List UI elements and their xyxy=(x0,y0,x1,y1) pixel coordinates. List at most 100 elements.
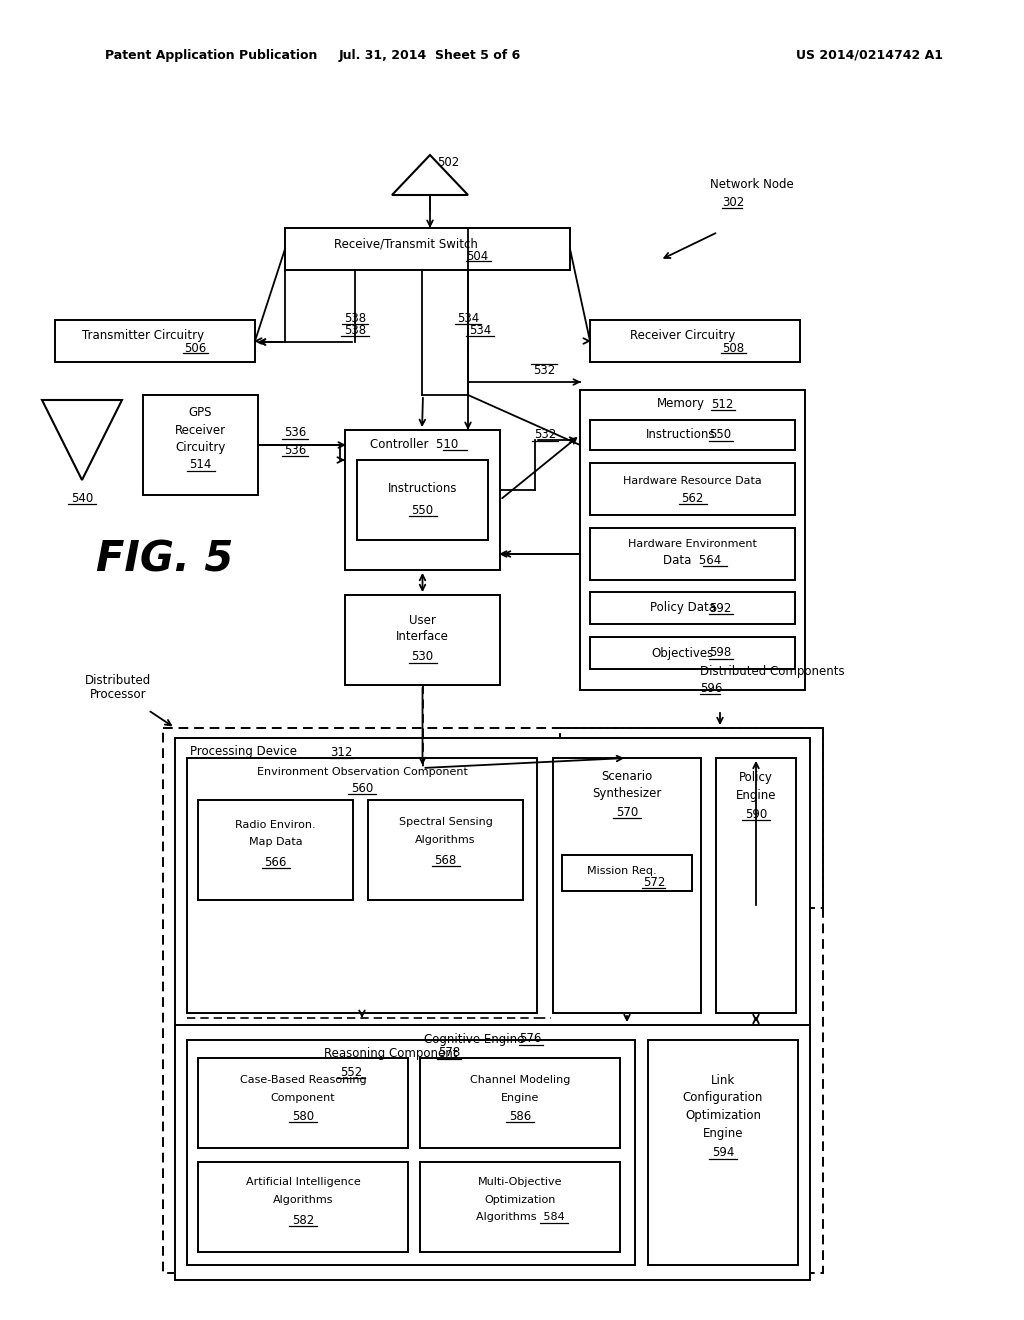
Text: 502: 502 xyxy=(437,157,459,169)
Text: 538: 538 xyxy=(344,323,366,337)
Text: 536: 536 xyxy=(284,426,306,440)
Bar xyxy=(590,319,800,362)
Text: 506: 506 xyxy=(184,342,206,355)
Text: 508: 508 xyxy=(722,342,744,355)
Text: 550: 550 xyxy=(710,429,731,441)
Text: Mission Req.: Mission Req. xyxy=(587,866,656,876)
Bar xyxy=(345,430,500,570)
Text: Policy Data: Policy Data xyxy=(649,602,716,615)
Text: Scenario: Scenario xyxy=(601,770,652,783)
Text: Policy: Policy xyxy=(739,771,773,784)
Text: Artificial Intelligence: Artificial Intelligence xyxy=(246,1177,360,1187)
Text: Radio Environ.: Radio Environ. xyxy=(236,820,315,830)
Text: GPS: GPS xyxy=(188,407,212,420)
Text: 538: 538 xyxy=(344,312,366,325)
Bar xyxy=(553,758,701,1012)
Text: Network Node: Network Node xyxy=(710,178,794,191)
Bar xyxy=(187,1040,635,1265)
Text: Distributed: Distributed xyxy=(85,673,152,686)
Text: Spectral Sensing: Spectral Sensing xyxy=(398,817,493,828)
Text: Multi-Objective: Multi-Objective xyxy=(478,1177,562,1187)
Text: Optimization: Optimization xyxy=(484,1195,556,1205)
Text: Objectives: Objectives xyxy=(651,647,714,660)
Text: 536: 536 xyxy=(284,444,306,457)
Bar xyxy=(368,800,523,900)
Bar xyxy=(285,228,570,271)
Text: Cognitive Engine: Cognitive Engine xyxy=(424,1032,524,1045)
Text: 578: 578 xyxy=(438,1047,460,1060)
Text: 582: 582 xyxy=(292,1213,314,1226)
Text: Component: Component xyxy=(270,1093,335,1104)
Text: 532: 532 xyxy=(534,429,556,441)
Text: 566: 566 xyxy=(264,855,287,869)
Text: 540: 540 xyxy=(71,491,93,504)
Text: Synthesizer: Synthesizer xyxy=(592,787,662,800)
Text: Processor: Processor xyxy=(90,689,146,701)
Text: 568: 568 xyxy=(434,854,457,866)
Text: Link: Link xyxy=(711,1073,735,1086)
Text: 560: 560 xyxy=(351,781,373,795)
Text: Instructions: Instructions xyxy=(646,429,715,441)
Bar xyxy=(357,459,488,540)
Bar xyxy=(175,1026,810,1280)
Text: Distributed Components: Distributed Components xyxy=(700,665,845,678)
Text: Algorithms  584: Algorithms 584 xyxy=(475,1212,564,1222)
Bar xyxy=(187,758,537,1012)
Text: 550: 550 xyxy=(412,503,433,516)
Text: Configuration: Configuration xyxy=(683,1092,763,1105)
Text: Algorithms: Algorithms xyxy=(272,1195,333,1205)
Bar xyxy=(420,1162,620,1251)
Text: FIG. 5: FIG. 5 xyxy=(96,539,233,581)
Bar xyxy=(560,729,823,908)
Text: Receive/Transmit Switch: Receive/Transmit Switch xyxy=(334,238,477,251)
Text: 312: 312 xyxy=(330,746,352,759)
Bar xyxy=(590,420,795,450)
Text: Hardware Resource Data: Hardware Resource Data xyxy=(624,477,762,486)
Bar xyxy=(716,758,796,1012)
Text: Algorithms: Algorithms xyxy=(416,836,476,845)
Text: 514: 514 xyxy=(189,458,212,471)
Bar xyxy=(590,591,795,624)
Text: 534: 534 xyxy=(457,312,479,325)
Text: Receiver: Receiver xyxy=(175,424,226,437)
Text: 590: 590 xyxy=(744,808,767,821)
Bar xyxy=(198,1162,408,1251)
Text: Interface: Interface xyxy=(396,631,449,644)
Text: 530: 530 xyxy=(412,651,433,664)
Text: 596: 596 xyxy=(700,681,722,694)
Text: 532: 532 xyxy=(532,363,555,376)
Bar xyxy=(345,595,500,685)
Bar xyxy=(590,463,795,515)
Text: Optimization: Optimization xyxy=(685,1110,761,1122)
Text: 512: 512 xyxy=(712,397,733,411)
Text: 586: 586 xyxy=(509,1110,531,1122)
Text: Transmitter Circuitry: Transmitter Circuitry xyxy=(82,330,204,342)
Bar xyxy=(143,395,258,495)
Text: Hardware Environment: Hardware Environment xyxy=(628,539,757,549)
Bar xyxy=(648,1040,798,1265)
Text: 572: 572 xyxy=(643,875,666,888)
Bar xyxy=(198,800,353,900)
Text: Channel Modeling: Channel Modeling xyxy=(470,1074,570,1085)
Bar xyxy=(580,389,805,690)
Text: 570: 570 xyxy=(615,805,638,818)
Text: 504: 504 xyxy=(466,249,488,263)
Text: Controller  510: Controller 510 xyxy=(371,437,459,450)
Bar xyxy=(590,638,795,669)
Text: Jul. 31, 2014  Sheet 5 of 6: Jul. 31, 2014 Sheet 5 of 6 xyxy=(339,49,521,62)
Text: 598: 598 xyxy=(710,647,731,660)
Text: Processing Device: Processing Device xyxy=(190,746,297,759)
Text: Receiver Circuitry: Receiver Circuitry xyxy=(631,330,735,342)
Bar xyxy=(175,738,810,1148)
Text: Map Data: Map Data xyxy=(249,837,302,847)
Text: Engine: Engine xyxy=(501,1093,540,1104)
Text: 576: 576 xyxy=(519,1032,542,1045)
Text: 302: 302 xyxy=(722,195,744,209)
Text: Memory: Memory xyxy=(656,397,705,411)
Text: Environment Observation Component: Environment Observation Component xyxy=(257,767,467,777)
Text: Case-Based Reasoning: Case-Based Reasoning xyxy=(240,1074,367,1085)
Bar xyxy=(198,1059,408,1148)
Text: 534: 534 xyxy=(469,323,492,337)
Text: 580: 580 xyxy=(292,1110,314,1122)
Bar xyxy=(562,855,692,891)
